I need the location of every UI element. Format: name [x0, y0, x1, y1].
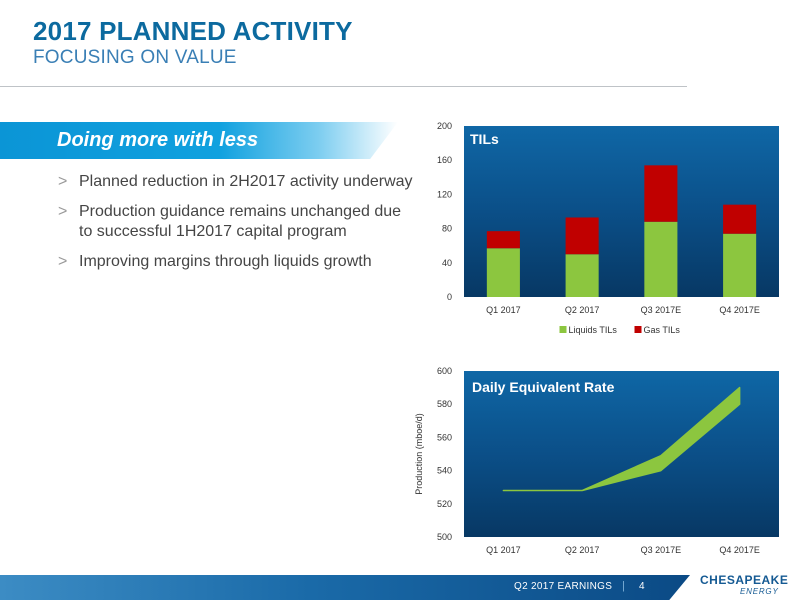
footer-label: Q2 2017 EARNINGS — [514, 581, 613, 592]
y-tick-label: 200 — [437, 121, 452, 131]
bullet-marker: > — [58, 203, 68, 220]
y-tick-label: 120 — [437, 189, 452, 199]
bullet-marker: > — [58, 253, 68, 270]
legend-label: Liquids TILs — [569, 325, 618, 335]
legend-swatch — [634, 326, 642, 333]
footer-separator: | — [622, 580, 625, 592]
bar-segment — [644, 221, 678, 297]
bar-segment — [486, 231, 520, 249]
page-title: 2017 PLANNED ACTIVITY — [33, 16, 353, 46]
banner-heading: Doing more with less — [57, 129, 259, 151]
bullet-text: Production guidance remains unchanged du… — [79, 203, 402, 240]
bullet-item: > Planned reduction in 2H2017 activity un… — [58, 172, 418, 192]
bullet-list: > Planned reduction in 2H2017 activity un… — [58, 172, 418, 282]
x-tick-label: Q4 2017E — [719, 305, 760, 315]
bar-segment — [644, 165, 678, 222]
bullet-marker: > — [58, 173, 68, 190]
y-tick-label: 500 — [437, 532, 452, 542]
y-tick-label: 80 — [442, 224, 452, 234]
bullet-item: > Production guidance remains unchanged d… — [58, 202, 418, 242]
footer-bar — [0, 575, 690, 600]
legend-label: Gas TILs — [644, 325, 681, 335]
x-tick-label: Q3 2017E — [641, 545, 682, 555]
x-tick-label: Q1 2017 — [486, 305, 521, 315]
area-band — [502, 386, 741, 492]
y-tick-label: 560 — [437, 432, 452, 442]
x-tick-label: Q4 2017E — [719, 545, 760, 555]
bar-segment — [723, 233, 757, 297]
y-tick-label: 0 — [447, 292, 452, 302]
footer: Q2 2017 EARNINGS | 4 — [0, 575, 800, 600]
section-banner — [0, 122, 398, 159]
legend-swatch — [559, 326, 567, 333]
company-logo: CHESAPEAKE ENERGY — [700, 573, 795, 598]
page-number: 4 — [639, 581, 645, 592]
page-subtitle: FOCUSING ON VALUE — [33, 47, 237, 68]
y-tick-label: 540 — [437, 466, 452, 476]
logo-sub: ENERGY — [740, 587, 779, 596]
bullet-text: Planned reduction in 2H2017 activity und… — [79, 173, 413, 190]
y-tick-label: 520 — [437, 499, 452, 509]
bar-segment — [723, 204, 757, 234]
x-tick-label: Q1 2017 — [486, 545, 521, 555]
y-tick-label: 40 — [442, 258, 452, 268]
x-tick-label: Q2 2017 — [565, 545, 600, 555]
bar-segment — [486, 248, 520, 297]
x-tick-label: Q3 2017E — [641, 305, 682, 315]
header-divider — [0, 86, 687, 87]
x-tick-label: Q2 2017 — [565, 305, 600, 315]
tils-chart-title: TILs — [470, 131, 499, 147]
bullet-text: Improving margins through liquids growth — [79, 253, 372, 270]
y-tick-label: 580 — [437, 399, 452, 409]
y-tick-label: 160 — [437, 155, 452, 165]
rate-chart-title: Daily Equivalent Rate — [472, 379, 615, 395]
bar-segment — [565, 217, 599, 255]
bar-segment — [565, 254, 599, 297]
logo-name: CHESAPEAKE — [700, 573, 789, 587]
bullet-item: > Improving margins through liquids growt… — [58, 252, 418, 272]
y-tick-label: 600 — [437, 366, 452, 376]
y-axis-label: Production (mboe/d) — [414, 413, 424, 495]
